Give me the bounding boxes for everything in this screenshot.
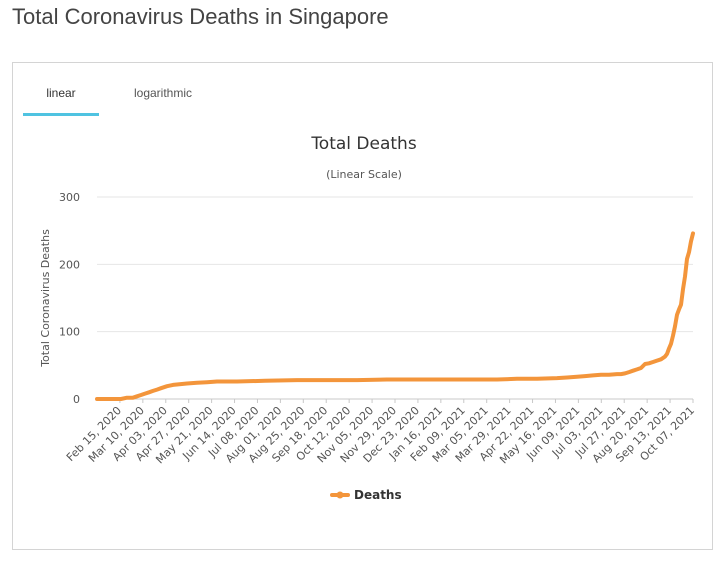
tab-logarithmic[interactable]: logarithmic (133, 86, 193, 100)
legend[interactable]: Deaths (330, 488, 402, 502)
y-axis-label: Total Coronavirus Deaths (39, 229, 52, 368)
series-line-deaths (95, 231, 695, 401)
chart-title: Total Deaths (310, 134, 417, 154)
legend-marker (336, 491, 344, 499)
tab-linear[interactable]: linear (23, 81, 99, 116)
y-tick-labels: 0 100 200 300 (59, 191, 80, 406)
y-tick-label: 0 (73, 393, 80, 406)
y-tick-label: 200 (59, 258, 80, 271)
page-title: Total Coronavirus Deaths in Singapore (12, 4, 389, 29)
y-tick-label: 100 (59, 326, 80, 339)
chart-panel: linear logarithmic (12, 62, 713, 550)
legend-label-deaths: Deaths (354, 488, 402, 502)
y-tick-label: 300 (59, 191, 80, 204)
chart-subtitle: (Linear Scale) (326, 168, 402, 181)
grid-lines (97, 196, 693, 400)
